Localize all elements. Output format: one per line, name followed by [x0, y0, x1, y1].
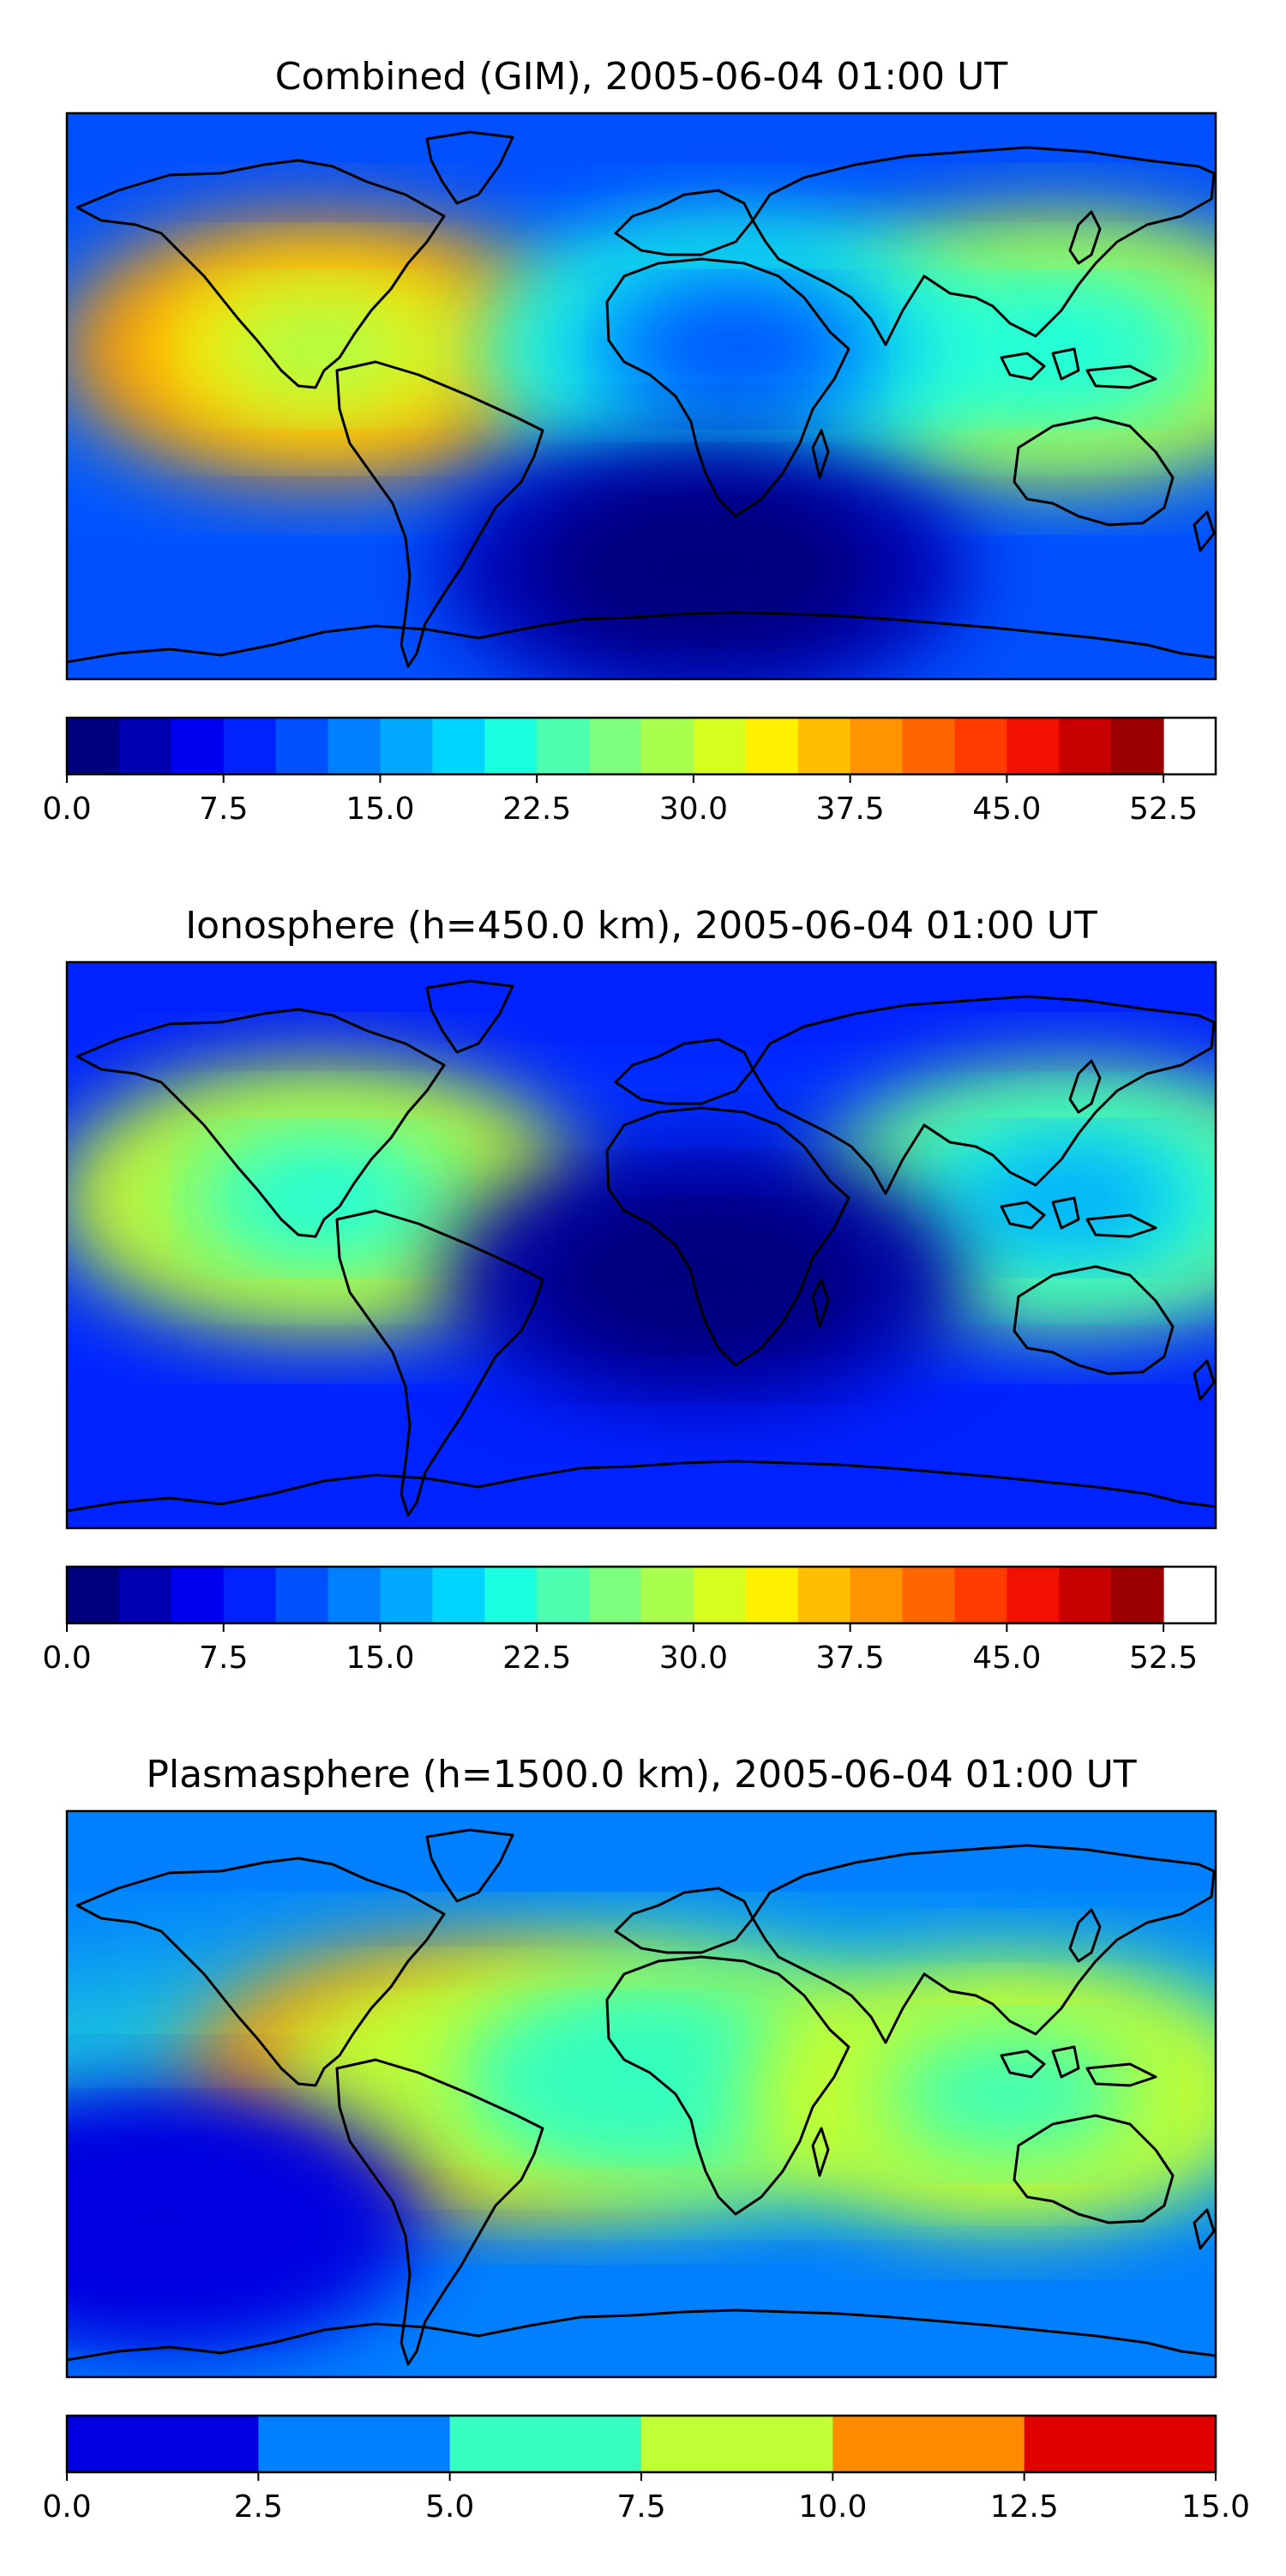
colorbar-segment [1111, 718, 1163, 774]
field-feature-0-layer-2 [213, 1141, 430, 1255]
colorbar-segment [1111, 1567, 1163, 1623]
colorbar-segment [798, 718, 850, 774]
colorbar-segment [328, 718, 381, 774]
colorbar-segment [119, 1567, 171, 1623]
colorbar-segment [641, 1567, 694, 1623]
colorbar-tick-label: 7.5 [199, 1640, 248, 1676]
panel-title: Plasmasphere (h=1500.0 km), 2005-06-04 0… [146, 1753, 1136, 1797]
colorbar: 0.0 7.5 15.0 22.5 30.0 37.5 45.0 52.5 [42, 718, 1216, 827]
colorbar-tick-label: 37.5 [816, 1640, 885, 1676]
colorbar-segment [694, 718, 746, 774]
colorbar-tick-label: 22.5 [502, 791, 571, 827]
colorbar-tick-label: 37.5 [816, 791, 885, 827]
colorbar-segment [67, 1567, 119, 1623]
colorbar: 0.0 2.5 5.0 7.5 10.0 12.5 15.0 [42, 2416, 1250, 2525]
colorbar-segment [1059, 718, 1111, 774]
colorbar-tick-label: 45.0 [972, 791, 1041, 827]
colorbar-segment [484, 1567, 537, 1623]
colorbar-segment [171, 718, 224, 774]
colorbar-segment [380, 718, 432, 774]
colorbar-segment [589, 718, 641, 774]
colorbar-tick-label: 7.5 [616, 2489, 665, 2525]
panel-1: Ionosphere (h=450.0 km), 2005-06-04 01:0… [0, 904, 1286, 1676]
colorbar-segment [119, 718, 171, 774]
colorbar-tick-label: 30.0 [659, 791, 728, 827]
field-feature-2-layer-2 [597, 1219, 814, 1333]
colorbar-tick-label: 15.0 [346, 791, 414, 827]
colorbar-tick-label: 2.5 [234, 2489, 283, 2525]
colorbar-segment [328, 1567, 381, 1623]
colorbar-tick-label: 52.5 [1129, 1640, 1198, 1676]
colorbar-tick-label: 12.5 [990, 2489, 1059, 2525]
colorbar-segment [171, 1567, 224, 1623]
colorbar-segment [537, 1567, 589, 1623]
field-feature-3-layer-2 [597, 512, 814, 626]
colorbar-tick-label: 22.5 [502, 1640, 571, 1676]
colorbar-tick-label: 0.0 [42, 2489, 91, 2525]
colorbar-segment [67, 718, 119, 774]
colorbar-segment [1007, 718, 1059, 774]
colorbar-tick-label: 7.5 [199, 791, 248, 827]
colorbar-segment [832, 2416, 1025, 2472]
colorbar-segment [484, 718, 537, 774]
colorbar-tick-label: 45.0 [972, 1640, 1041, 1676]
colorbar-segment [641, 2416, 833, 2472]
colorbar-tick-label: 10.0 [798, 2489, 867, 2525]
colorbar-segment [1059, 1567, 1111, 1623]
colorbar-segment [746, 1567, 798, 1623]
colorbar-segment [641, 718, 694, 774]
colorbar-segment [432, 718, 484, 774]
panel-2: Plasmasphere (h=1500.0 km), 2005-06-04 0… [0, 1753, 1286, 2525]
colorbar-segment [746, 718, 798, 774]
colorbar-segment [850, 1567, 903, 1623]
field-feature-0-layer-2 [213, 292, 430, 406]
colorbar-segment [798, 1567, 850, 1623]
colorbar-tick-label: 15.0 [1181, 2489, 1250, 2525]
panel-0: Combined (GIM), 2005-06-04 01:00 UT 0.0 7.… [0, 55, 1286, 827]
colorbar-segment [224, 718, 276, 774]
colorbar-segment [903, 1567, 955, 1623]
colorbar-segment [589, 1567, 641, 1623]
colorbar-tick-label: 0.0 [42, 791, 91, 827]
colorbar-segment [276, 1567, 328, 1623]
colorbar-segment [954, 1567, 1007, 1623]
field-feature-3-layer-2 [40, 2156, 285, 2284]
field-feature-1-layer-2 [519, 2014, 763, 2142]
colorbar-segment [276, 718, 328, 774]
colorbar-segment [1007, 1567, 1059, 1623]
colorbar-segment [224, 1567, 276, 1623]
colorbar-tick-label: 52.5 [1129, 791, 1198, 827]
panel-title: Combined (GIM), 2005-06-04 01:00 UT [275, 55, 1008, 99]
colorbar-segment [432, 1567, 484, 1623]
colorbar-segment [850, 718, 903, 774]
colorbar-segment [258, 2416, 450, 2472]
colorbar-segment [537, 718, 589, 774]
colorbar-tick-label: 30.0 [659, 1640, 728, 1676]
colorbar-segment [380, 1567, 432, 1623]
panel-title: Ionosphere (h=450.0 km), 2005-06-04 01:0… [185, 904, 1097, 948]
field-feature-2-layer-2 [886, 2031, 1130, 2158]
colorbar-segment [67, 2416, 259, 2472]
colorbar-tick-label: 0.0 [42, 1640, 91, 1676]
colorbar-segment [903, 718, 955, 774]
colorbar-segment [450, 2416, 642, 2472]
colorbar-segment [1025, 2416, 1217, 2472]
colorbar-segment [694, 1567, 746, 1623]
colorbar-tick-label: 15.0 [346, 1640, 414, 1676]
colorbar: 0.0 7.5 15.0 22.5 30.0 37.5 45.0 52.5 [42, 1567, 1216, 1676]
colorbar-segment [954, 718, 1007, 774]
colorbar-tick-label: 5.0 [425, 2489, 474, 2525]
